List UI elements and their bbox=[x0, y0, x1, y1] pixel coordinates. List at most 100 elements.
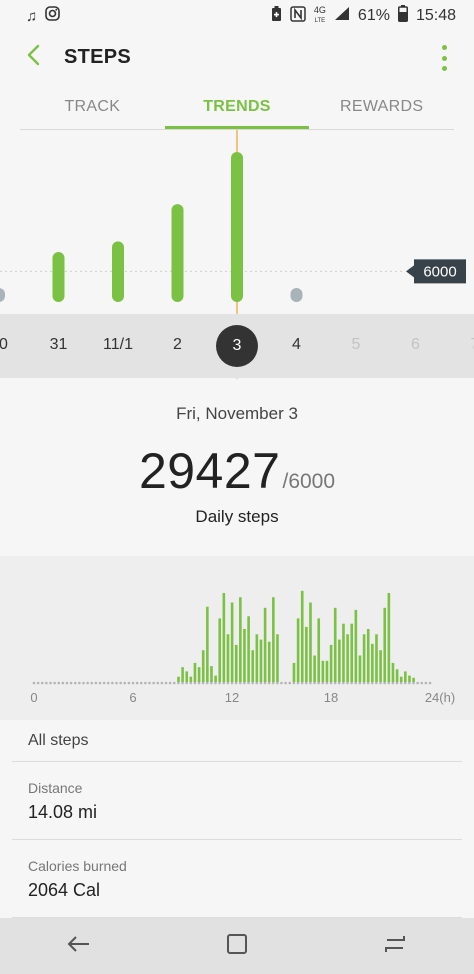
date-label-30[interactable]: 30 bbox=[0, 336, 8, 353]
status-bar: ♫ 4G LTE 61% 15:48 bbox=[0, 0, 474, 32]
steps-count: 29427 bbox=[138, 443, 281, 499]
tab-trends[interactable]: TRENDS bbox=[164, 88, 310, 129]
baseline-dot bbox=[317, 681, 320, 685]
hourly-bar bbox=[189, 676, 193, 682]
baseline-dot bbox=[288, 681, 292, 685]
baseline-dot bbox=[292, 681, 296, 685]
more-options-button[interactable] bbox=[436, 45, 452, 71]
daily-summary: Fri, November 3 29427 /6000 Daily steps bbox=[0, 380, 474, 554]
baseline-dot bbox=[238, 681, 242, 685]
date-label-5[interactable]: 5 bbox=[351, 336, 361, 353]
baseline-dot bbox=[172, 681, 176, 685]
selected-date-title: Fri, November 3 bbox=[176, 404, 298, 423]
baseline-dot bbox=[234, 681, 238, 685]
baseline-dot bbox=[259, 681, 263, 685]
baseline-dot bbox=[342, 681, 345, 685]
hour-tick-label: 0 bbox=[30, 690, 37, 705]
distance-value: 14.08 mi bbox=[28, 802, 98, 822]
baseline-dot bbox=[296, 681, 300, 685]
baseline-dot bbox=[375, 681, 378, 685]
hourly-bar bbox=[201, 650, 205, 682]
baseline-dot bbox=[247, 681, 250, 685]
battery-icon bbox=[397, 5, 408, 27]
hourly-bar bbox=[255, 634, 259, 682]
hourly-bar bbox=[391, 662, 395, 682]
battery-percent: 61% bbox=[357, 7, 390, 24]
hourly-bar bbox=[350, 623, 354, 682]
baseline-dot bbox=[53, 681, 56, 685]
goal-badge: 6000 bbox=[406, 259, 466, 284]
baseline-dot bbox=[276, 681, 279, 685]
tab-track[interactable]: TRACK bbox=[64, 98, 121, 115]
recents-icon bbox=[384, 934, 406, 959]
baseline-dot bbox=[131, 681, 135, 685]
app-bar: STEPS bbox=[0, 32, 474, 82]
hourly-bar bbox=[239, 597, 242, 682]
baseline-dot bbox=[304, 681, 308, 685]
hourly-bar bbox=[317, 618, 321, 682]
daily-bar-4 bbox=[290, 288, 303, 302]
date-label-6[interactable]: 6 bbox=[411, 336, 420, 353]
baseline-dot bbox=[362, 681, 366, 685]
baseline-dot bbox=[185, 681, 188, 685]
hourly-bar bbox=[263, 607, 267, 682]
date-label-2[interactable]: 2 bbox=[173, 336, 182, 353]
daily-steps-chart[interactable]: 6000 bbox=[0, 130, 474, 314]
tab-rewards[interactable]: REWARDS bbox=[340, 98, 424, 115]
hourly-bar bbox=[371, 643, 374, 682]
baseline-dot bbox=[230, 681, 234, 685]
nav-back-button[interactable] bbox=[49, 923, 109, 969]
hourly-bar bbox=[325, 660, 329, 682]
signal-icon bbox=[334, 6, 350, 26]
baseline-dot bbox=[263, 681, 267, 685]
all-steps-header[interactable]: All steps bbox=[12, 720, 462, 762]
baseline-dot bbox=[32, 681, 36, 685]
baseline-dot bbox=[57, 681, 61, 685]
hourly-bar bbox=[383, 607, 387, 682]
baseline-dot bbox=[412, 681, 415, 685]
goal-badge-label: 6000 bbox=[423, 263, 456, 280]
baseline-dot bbox=[160, 681, 164, 685]
baseline-dot bbox=[333, 681, 337, 685]
hourly-bar bbox=[243, 629, 246, 682]
hourly-bar bbox=[251, 650, 255, 682]
battery-saver-icon bbox=[271, 5, 282, 27]
daily-bar-31 bbox=[52, 252, 65, 302]
baseline-dot bbox=[280, 681, 283, 685]
page-title: STEPS bbox=[64, 45, 132, 68]
baseline-dot bbox=[218, 681, 221, 685]
nav-home-button[interactable] bbox=[207, 923, 267, 969]
baseline-dot bbox=[90, 681, 94, 685]
baseline-dot bbox=[152, 681, 155, 685]
hourly-bar bbox=[296, 618, 300, 682]
date-selector[interactable]: 30 31 11/1 2 3 4 5 6 7 bbox=[0, 314, 474, 378]
steps-caption: Daily steps bbox=[195, 507, 279, 526]
baseline-dot bbox=[201, 681, 205, 685]
hourly-bar bbox=[354, 609, 358, 682]
date-label-11-1[interactable]: 11/1 bbox=[103, 336, 133, 353]
back-button[interactable] bbox=[8, 32, 58, 82]
date-label-31[interactable]: 31 bbox=[49, 336, 68, 353]
date-label-4[interactable]: 4 bbox=[292, 336, 301, 353]
hourly-bar bbox=[193, 662, 197, 682]
date-label-7[interactable]: 7 bbox=[450, 336, 474, 354]
nav-recents-button[interactable] bbox=[365, 923, 425, 969]
instagram-icon bbox=[45, 6, 61, 26]
hourly-bar bbox=[210, 666, 213, 682]
hourly-bar bbox=[395, 669, 399, 682]
hourly-bar bbox=[362, 634, 366, 682]
baseline-dot bbox=[115, 681, 118, 685]
baseline-dot bbox=[379, 681, 382, 685]
baseline-dot bbox=[243, 681, 246, 685]
date-selected[interactable]: 3 bbox=[216, 325, 258, 367]
baseline-dot bbox=[391, 681, 395, 685]
chevron-left-icon bbox=[26, 44, 40, 71]
daily-bar-3 bbox=[231, 152, 243, 302]
hour-tick-label: 24(h) bbox=[425, 690, 455, 705]
baseline-dot bbox=[420, 681, 424, 685]
baseline-dot bbox=[251, 681, 254, 685]
baseline-dot bbox=[313, 681, 316, 685]
baseline-dot bbox=[210, 681, 213, 685]
calories-row: Calories burned 2064 Cal bbox=[12, 840, 462, 918]
hourly-bar bbox=[399, 676, 403, 682]
